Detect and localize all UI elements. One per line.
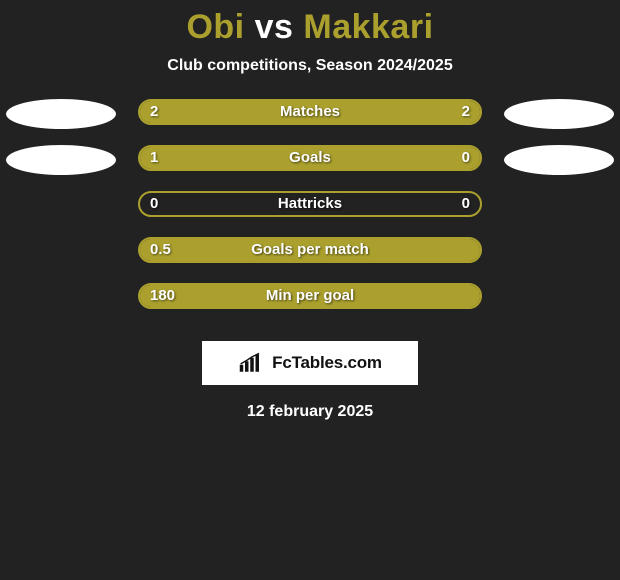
stat-value-right: 0 (462, 145, 470, 171)
stat-bar (138, 237, 482, 263)
comparison-card: Obi vs Makkari Club competitions, Season… (0, 0, 620, 580)
stat-value-left: 180 (150, 283, 175, 309)
stat-rows: Matches22Goals10Hattricks00Goals per mat… (0, 99, 620, 329)
stat-bar (138, 99, 482, 125)
bars-icon (238, 352, 266, 374)
title-player2: Makkari (303, 8, 433, 46)
fill-left (140, 147, 402, 169)
title: Obi vs Makkari (0, 0, 620, 53)
stat-value-right: 0 (462, 191, 470, 217)
player2-oval (504, 99, 614, 129)
stat-row: Goals per match0.5 (0, 237, 620, 283)
fill-left (140, 101, 310, 123)
stat-row: Min per goal180 (0, 283, 620, 329)
stat-value-left: 0.5 (150, 237, 171, 263)
stat-bar (138, 145, 482, 171)
title-vs: vs (255, 8, 294, 46)
player1-oval (6, 99, 116, 129)
fill-left (140, 239, 480, 261)
title-player1: Obi (186, 8, 244, 46)
stat-value-left: 0 (150, 191, 158, 217)
stat-row: Matches22 (0, 99, 620, 145)
stat-row: Goals10 (0, 145, 620, 191)
subtitle: Club competitions, Season 2024/2025 (0, 57, 620, 75)
stat-row: Hattricks00 (0, 191, 620, 237)
source-badge: FcTables.com (202, 341, 418, 385)
stat-bar (138, 283, 482, 309)
stat-bar (138, 191, 482, 217)
fill-left (140, 285, 480, 307)
footer-date: 12 february 2025 (0, 403, 620, 421)
fill-right (310, 101, 480, 123)
stat-value-left: 2 (150, 99, 158, 125)
badge-text: FcTables.com (272, 353, 382, 373)
stat-value-left: 1 (150, 145, 158, 171)
player2-oval (504, 145, 614, 175)
player1-oval (6, 145, 116, 175)
stat-value-right: 2 (462, 99, 470, 125)
